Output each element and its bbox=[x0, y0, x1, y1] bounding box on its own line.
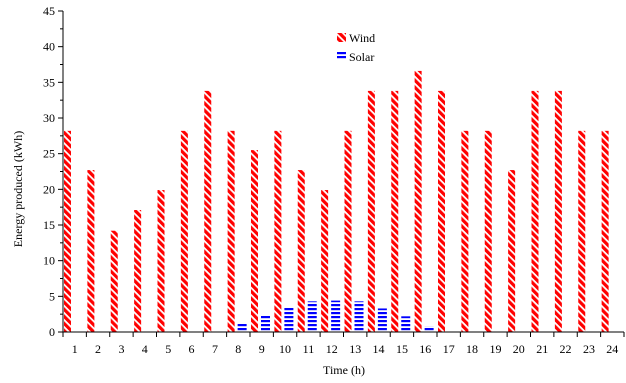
y-tick-label: 10 bbox=[43, 254, 55, 268]
x-tick-label: 2 bbox=[95, 342, 101, 356]
x-tick-label: 6 bbox=[189, 342, 195, 356]
x-tick-label: 13 bbox=[349, 342, 361, 356]
wind-bar-19 bbox=[484, 130, 492, 332]
wind-bar-15 bbox=[391, 90, 399, 332]
x-tick-label: 23 bbox=[583, 342, 595, 356]
y-tick-label: 15 bbox=[43, 218, 55, 232]
x-tick-label: 19 bbox=[489, 342, 501, 356]
wind-bar-21 bbox=[531, 90, 539, 332]
solar-bar-11 bbox=[307, 301, 317, 332]
wind-bar-20 bbox=[508, 170, 516, 332]
solar-bar-14 bbox=[377, 308, 387, 332]
wind-bar-18 bbox=[461, 130, 469, 332]
plot-area bbox=[64, 70, 609, 333]
wind-bar-1 bbox=[64, 130, 71, 332]
wind-bar-7 bbox=[204, 90, 212, 332]
y-tick-label: 30 bbox=[43, 111, 55, 125]
x-tick-label: 10 bbox=[279, 342, 291, 356]
wind-bar-8 bbox=[227, 130, 235, 332]
x-tick-label: 7 bbox=[212, 342, 218, 356]
x-axis-title: Time (h) bbox=[323, 363, 365, 377]
wind-bar-6 bbox=[180, 130, 188, 332]
x-tick-label: 8 bbox=[235, 342, 241, 356]
x-axis: 1 2 3 4 5 6 7 8 9 10 11 12 13 14 15 16 17 18 19 20 21 22 23 24 bbox=[62, 331, 625, 356]
x-tick-label: 9 bbox=[259, 342, 265, 356]
wind-bar-2 bbox=[87, 170, 95, 332]
y-axis-title: Energy produced (kWh) bbox=[11, 131, 25, 247]
solar-bar-10 bbox=[284, 307, 294, 332]
x-tick-label: 5 bbox=[165, 342, 171, 356]
solar-bar-16 bbox=[424, 326, 434, 332]
x-tick-label: 1 bbox=[72, 342, 78, 356]
y-tick-label: 20 bbox=[43, 182, 55, 196]
y-tick-label: 45 bbox=[43, 4, 55, 18]
x-tick-label: 4 bbox=[142, 342, 148, 356]
y-tick-label: 0 bbox=[49, 325, 55, 339]
y-tick-label: 35 bbox=[43, 75, 55, 89]
wind-bar-9 bbox=[251, 150, 258, 332]
wind-bar-24 bbox=[601, 130, 609, 332]
wind-bar-16 bbox=[414, 70, 422, 333]
wind-bar-3 bbox=[110, 230, 118, 332]
solar-bar-13 bbox=[354, 301, 364, 332]
x-tick-label: 15 bbox=[396, 342, 408, 356]
x-tick-label: 12 bbox=[326, 342, 338, 356]
solar-bar-8 bbox=[237, 323, 247, 332]
legend-label-wind: Wind bbox=[349, 31, 375, 45]
wind-bar-4 bbox=[134, 210, 142, 332]
solar-bar-12 bbox=[331, 300, 341, 332]
x-tick-label: 18 bbox=[466, 342, 478, 356]
wind-bar-11 bbox=[297, 170, 305, 332]
legend-swatch-wind bbox=[337, 33, 346, 42]
legend-swatch-solar bbox=[337, 52, 346, 60]
wind-bar-5 bbox=[157, 190, 165, 332]
y-tick-label: 40 bbox=[43, 40, 55, 54]
wind-bar-12 bbox=[321, 190, 329, 332]
y-tick-label: 25 bbox=[43, 147, 55, 161]
wind-bar-14 bbox=[367, 90, 375, 332]
wind-bar-13 bbox=[344, 130, 352, 332]
x-tick-label: 22 bbox=[560, 342, 572, 356]
x-tick-label: 11 bbox=[303, 342, 315, 356]
x-tick-label: 3 bbox=[118, 342, 124, 356]
x-tick-label: 14 bbox=[373, 342, 385, 356]
wind-bar-10 bbox=[274, 130, 282, 332]
legend: Wind Solar bbox=[337, 31, 375, 64]
wind-bar-22 bbox=[554, 90, 562, 332]
wind-bar-23 bbox=[578, 130, 586, 332]
legend-label-solar: Solar bbox=[349, 50, 374, 64]
solar-bar-15 bbox=[401, 316, 411, 332]
y-axis: 0 5 10 15 20 25 30 35 40 45 bbox=[43, 4, 64, 339]
x-tick-label: 16 bbox=[419, 342, 431, 356]
x-tick-label: 21 bbox=[536, 342, 548, 356]
x-tick-label: 17 bbox=[443, 342, 455, 356]
wind-bar-17 bbox=[438, 90, 445, 332]
x-tick-label: 20 bbox=[513, 342, 525, 356]
y-tick-label: 5 bbox=[49, 289, 55, 303]
x-tick-label: 24 bbox=[606, 342, 618, 356]
solar-bar-9 bbox=[261, 315, 270, 332]
